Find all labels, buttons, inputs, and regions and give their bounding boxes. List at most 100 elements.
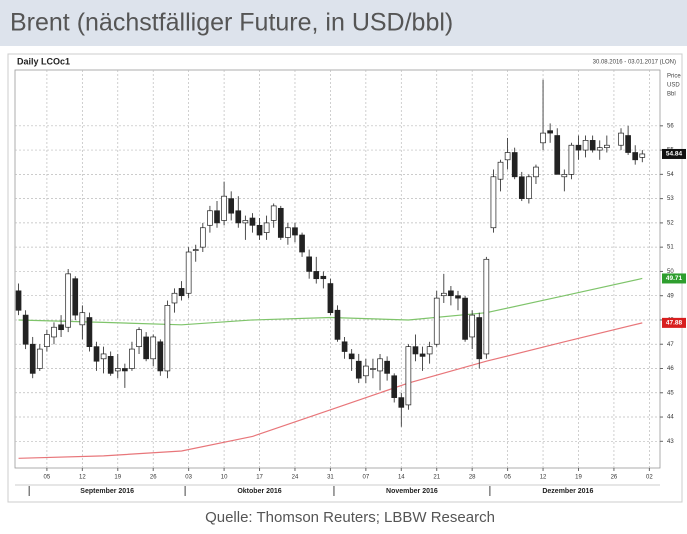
- candle-body: [504, 152, 511, 161]
- candle-body: [320, 275, 327, 280]
- candle-body: [533, 166, 539, 178]
- candle-body: [249, 217, 256, 226]
- candle-body: [292, 227, 298, 236]
- candle-body: [263, 222, 270, 233]
- candle-body: [72, 278, 79, 316]
- candle-body: [171, 292, 178, 304]
- x-tick-label: 14: [398, 475, 405, 481]
- y-tick-label: 46: [667, 366, 674, 372]
- y-axis-label: Bbl: [667, 92, 676, 98]
- candle-body: [419, 353, 426, 357]
- x-tick-label: 03: [185, 475, 192, 481]
- candle-body: [15, 290, 22, 311]
- candle-body: [455, 295, 461, 299]
- candle-body: [299, 234, 305, 253]
- candle-body: [29, 343, 36, 374]
- candle-body: [412, 346, 419, 355]
- candle-body: [575, 144, 582, 151]
- candle-body: [518, 176, 525, 199]
- candle-body: [341, 341, 348, 352]
- x-tick-label: 21: [433, 475, 440, 481]
- candle-body: [391, 375, 398, 398]
- month-label: September 2016: [80, 488, 134, 495]
- y-tick-label: 44: [667, 415, 674, 421]
- value-box-label: 49.71: [666, 275, 683, 282]
- candle-body: [143, 336, 149, 360]
- candle-body: [107, 356, 114, 374]
- month-label: Oktober 2016: [237, 488, 281, 495]
- candle-body: [157, 341, 164, 372]
- candle-body: [547, 130, 553, 134]
- y-tick-label: 54: [667, 172, 674, 178]
- candle-body: [150, 336, 157, 360]
- candle-body: [554, 135, 561, 175]
- candle-body: [511, 152, 518, 178]
- y-tick-label: 49: [667, 293, 674, 299]
- candle-body: [178, 288, 185, 297]
- candle-body: [348, 353, 355, 360]
- candle-body: [540, 132, 546, 144]
- candle-body: [448, 290, 454, 297]
- y-tick-label: 50: [667, 269, 674, 275]
- y-axis-label: Price: [667, 74, 681, 80]
- y-tick-label: 51: [667, 245, 674, 251]
- y-tick-label: 56: [667, 123, 674, 129]
- candle-body: [114, 368, 121, 372]
- candle-body: [93, 346, 100, 362]
- candle-body: [355, 360, 362, 379]
- chart-title: Daily LCOc1: [17, 56, 70, 66]
- candle-body: [405, 346, 412, 406]
- candle-body: [306, 256, 312, 272]
- x-tick-label: 26: [150, 475, 157, 481]
- candle-body: [604, 144, 610, 149]
- candle-body: [51, 326, 57, 338]
- candle-body: [199, 227, 206, 248]
- plot-area: [14, 69, 661, 469]
- candle-body: [632, 152, 639, 161]
- candle-body: [277, 207, 284, 238]
- candle-body: [136, 329, 142, 348]
- candle-body: [242, 220, 249, 224]
- candle-body: [377, 358, 383, 372]
- candle-body: [214, 210, 220, 224]
- candle-body: [192, 249, 199, 251]
- month-label: November 2016: [386, 488, 438, 495]
- candle-body: [334, 309, 341, 340]
- candle-body: [433, 297, 440, 345]
- x-tick-label: 24: [292, 475, 299, 481]
- y-tick-label: 53: [667, 196, 674, 202]
- candle-body: [256, 224, 263, 236]
- candle-body: [363, 365, 369, 377]
- candle-body: [370, 368, 376, 370]
- candle-body: [561, 174, 568, 178]
- candle-body: [235, 210, 242, 224]
- value-box: [662, 148, 686, 159]
- candle-body: [462, 297, 468, 340]
- x-tick-label: 07: [363, 475, 370, 481]
- candle-body: [164, 305, 171, 372]
- value-box: [662, 273, 686, 284]
- candle-body: [526, 176, 532, 199]
- candle-body: [122, 368, 128, 372]
- x-tick-label: 19: [114, 475, 121, 481]
- value-box-label: 54.84: [666, 151, 683, 158]
- x-tick-label: 12: [79, 475, 86, 481]
- y-tick-label: 43: [667, 439, 674, 445]
- candle-body: [22, 314, 29, 345]
- y-axis-label: USD: [667, 83, 680, 89]
- x-tick-label: 19: [575, 475, 582, 481]
- candle-body: [384, 360, 390, 374]
- candle-body: [228, 198, 235, 214]
- y-tick-label: 52: [667, 220, 674, 226]
- x-tick-label: 17: [256, 475, 263, 481]
- moving-average: [18, 322, 643, 459]
- x-tick-label: 28: [469, 475, 476, 481]
- candle-body: [86, 317, 93, 348]
- date-range: 30.08.2016 - 03.01.2017 (LON): [593, 60, 676, 66]
- candle-body: [221, 195, 227, 221]
- candle-body: [469, 314, 476, 338]
- candle-body: [207, 210, 213, 226]
- candle-body: [44, 334, 50, 348]
